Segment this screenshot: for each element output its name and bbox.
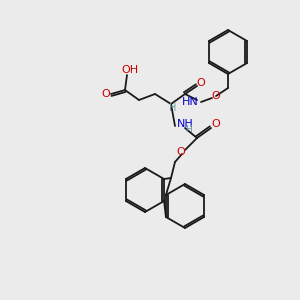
Text: O: O [177,147,185,157]
Text: HN: HN [182,97,199,107]
Text: H: H [186,124,192,134]
Text: NH: NH [177,119,194,129]
Text: H: H [169,103,177,113]
Text: O: O [212,119,220,129]
Text: OH: OH [122,65,139,75]
Text: O: O [102,89,110,99]
Text: O: O [212,91,220,101]
Text: O: O [196,78,206,88]
